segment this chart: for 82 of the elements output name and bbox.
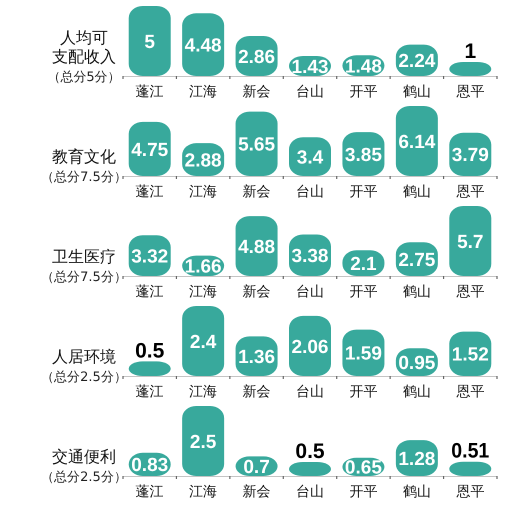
data-label: 1.43 [292, 56, 328, 78]
x-tick-label: 恩平 [455, 484, 484, 500]
x-tick-label: 蓬江 [136, 84, 164, 100]
data-label: 4.88 [238, 236, 276, 258]
data-label: 0.83 [131, 455, 168, 476]
data-label: 0.65 [344, 458, 382, 479]
x-tick-label: 恩平 [455, 84, 484, 100]
x-tick-label: 新会 [242, 284, 271, 300]
data-label: 5.65 [238, 134, 276, 156]
text: （总分2.5分） [41, 370, 127, 385]
text: （总分7.5分） [41, 170, 127, 185]
x-tick-label: 鹤山 [402, 184, 431, 200]
text: （总分7.5分） [41, 270, 127, 285]
data-label: 0.51 [451, 440, 492, 463]
x-tick-label: 江海 [189, 184, 218, 200]
x-tick-label: 江海 [189, 84, 218, 100]
data-label: 4.48 [184, 35, 222, 56]
x-tick-label: 鹤山 [402, 84, 431, 100]
data-label: 3.38 [292, 246, 328, 268]
x-tick-label: 蓬江 [136, 284, 164, 300]
data-label: 0.95 [398, 352, 436, 374]
data-label: 5 [144, 32, 156, 53]
data-label: 3.32 [131, 246, 168, 268]
data-label: 2.88 [184, 150, 222, 172]
x-tick-label: 台山 [296, 284, 324, 300]
x-tick-label: 台山 [296, 84, 324, 100]
data-label: 6.14 [398, 132, 436, 153]
data-label: 3.4 [296, 147, 324, 168]
x-tick-label: 江海 [189, 384, 218, 400]
x-tick-label: 蓬江 [136, 184, 164, 200]
x-tick-label: 恩平 [455, 284, 484, 300]
text: （总分2.5分） [41, 470, 127, 485]
bar [449, 206, 492, 276]
x-tick-label: 新会 [242, 384, 271, 400]
data-label: 2.1 [350, 254, 378, 275]
x-tick-label: 开平 [349, 384, 378, 400]
data-label: 2.06 [292, 336, 328, 358]
x-tick-label: 开平 [349, 284, 378, 300]
data-label: 5.7 [457, 232, 484, 253]
x-tick-label: 开平 [349, 84, 378, 100]
data-label: 2.86 [238, 46, 276, 68]
x-tick-label: 台山 [296, 184, 324, 200]
data-label: 1.36 [238, 347, 276, 368]
x-tick-label: 台山 [296, 484, 324, 500]
data-label: 0.7 [243, 457, 270, 478]
x-tick-label: 恩平 [455, 384, 484, 400]
text: 人均可支配收入 [52, 28, 116, 66]
x-tick-label: 新会 [242, 484, 271, 500]
text: 教育文化 [52, 147, 116, 166]
data-label: 1.52 [452, 344, 489, 366]
x-tick-label: 鹤山 [402, 384, 431, 400]
data-label: 1.59 [344, 344, 382, 365]
x-tick-label: 开平 [349, 184, 378, 200]
bar [128, 6, 171, 76]
data-label: 0.5 [295, 440, 325, 463]
x-tick-label: 江海 [189, 284, 218, 300]
x-tick-label: 开平 [349, 484, 378, 500]
x-tick-label: 台山 [296, 384, 324, 400]
data-label: 1.66 [184, 256, 222, 278]
text: （总分5分） [47, 70, 121, 85]
text: 交通便利 [52, 447, 116, 466]
x-tick-label: 新会 [242, 184, 271, 200]
x-tick-label: 鹤山 [402, 484, 431, 500]
data-label: 1.28 [398, 448, 436, 470]
data-label: 2.24 [398, 51, 436, 72]
data-label: 3.85 [344, 144, 382, 166]
x-tick-label: 新会 [242, 84, 271, 100]
text: 人居环境 [52, 347, 116, 366]
data-label: 1 [464, 40, 476, 63]
x-tick-label: 江海 [189, 484, 218, 500]
data-label: 1.48 [344, 56, 382, 78]
x-tick-label: 蓬江 [136, 384, 164, 400]
data-label: 2.5 [190, 432, 217, 453]
data-label: 2.75 [398, 250, 436, 271]
data-label: 0.5 [135, 339, 165, 362]
data-label: 4.75 [131, 140, 169, 161]
x-tick-label: 鹤山 [402, 284, 431, 300]
x-tick-label: 蓬江 [136, 484, 164, 500]
x-tick-label: 恩平 [455, 184, 484, 200]
text: 卫生医疗 [52, 247, 116, 266]
data-label: 3.79 [452, 145, 489, 166]
data-label: 2.4 [190, 332, 217, 353]
